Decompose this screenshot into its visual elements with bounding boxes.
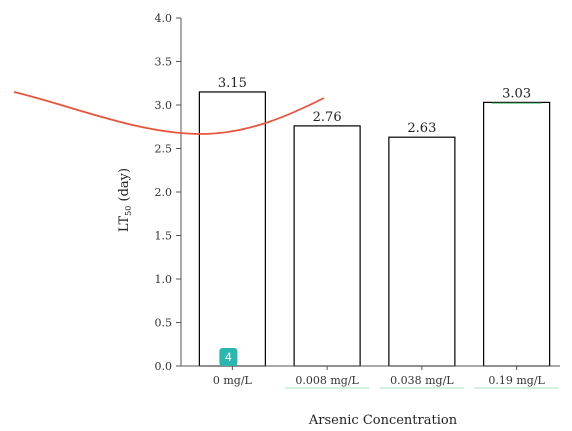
y-tick-label: 4.0 — [155, 12, 173, 25]
x-tick-label: 0.008 mg/L — [295, 374, 359, 387]
y-tick-label: 3.5 — [155, 56, 173, 69]
x-tick-label: 0.19 mg/L — [488, 374, 545, 387]
marker-badge-number: 4 — [225, 350, 232, 364]
marker-badge: 4 — [219, 348, 238, 366]
y-tick-label: 2.0 — [155, 186, 173, 199]
y-tick-label: 0.5 — [155, 317, 173, 330]
bar-value-label: 2.63 — [407, 121, 436, 136]
bar-value-label: 3.15 — [218, 76, 247, 91]
x-tick-label: 0.038 mg/L — [390, 374, 454, 387]
x-axis-title: Arsenic Concentration — [308, 413, 458, 428]
bars-group: 3.15 2.76 2.63 3.03 — [198, 76, 551, 367]
y-axis-title-main: LT — [117, 215, 132, 232]
y-tick-label: 1.0 — [155, 273, 173, 286]
bar-value-label: 3.03 — [502, 86, 531, 101]
x-tick-label: 0 mg/L — [213, 374, 253, 387]
y-tick-label: 1.5 — [155, 230, 173, 243]
bar — [483, 101, 551, 367]
y-tick-label: 3.0 — [155, 99, 173, 112]
y-axis-title-unit: (day) — [117, 168, 132, 206]
bar — [293, 125, 361, 367]
x-axis: 0 mg/L 0.008 mg/L 0.038 mg/L 0.19 mg/L — [181, 365, 560, 389]
y-axis-title-subscript: 50 — [124, 206, 133, 216]
bar-value-label: 2.76 — [313, 110, 342, 125]
marker-badge-background — [219, 348, 238, 366]
y-axis: 0.0 0.5 1.0 1.5 2.0 2.5 3.0 3.5 4.0 — [155, 12, 182, 373]
y-tick-label: 0.0 — [155, 360, 173, 373]
bar — [198, 91, 266, 367]
y-axis-title: LT50 (day) — [117, 168, 133, 232]
annotation-curve — [13, 91, 325, 135]
bar — [388, 136, 456, 367]
y-tick-label: 2.5 — [155, 143, 173, 156]
